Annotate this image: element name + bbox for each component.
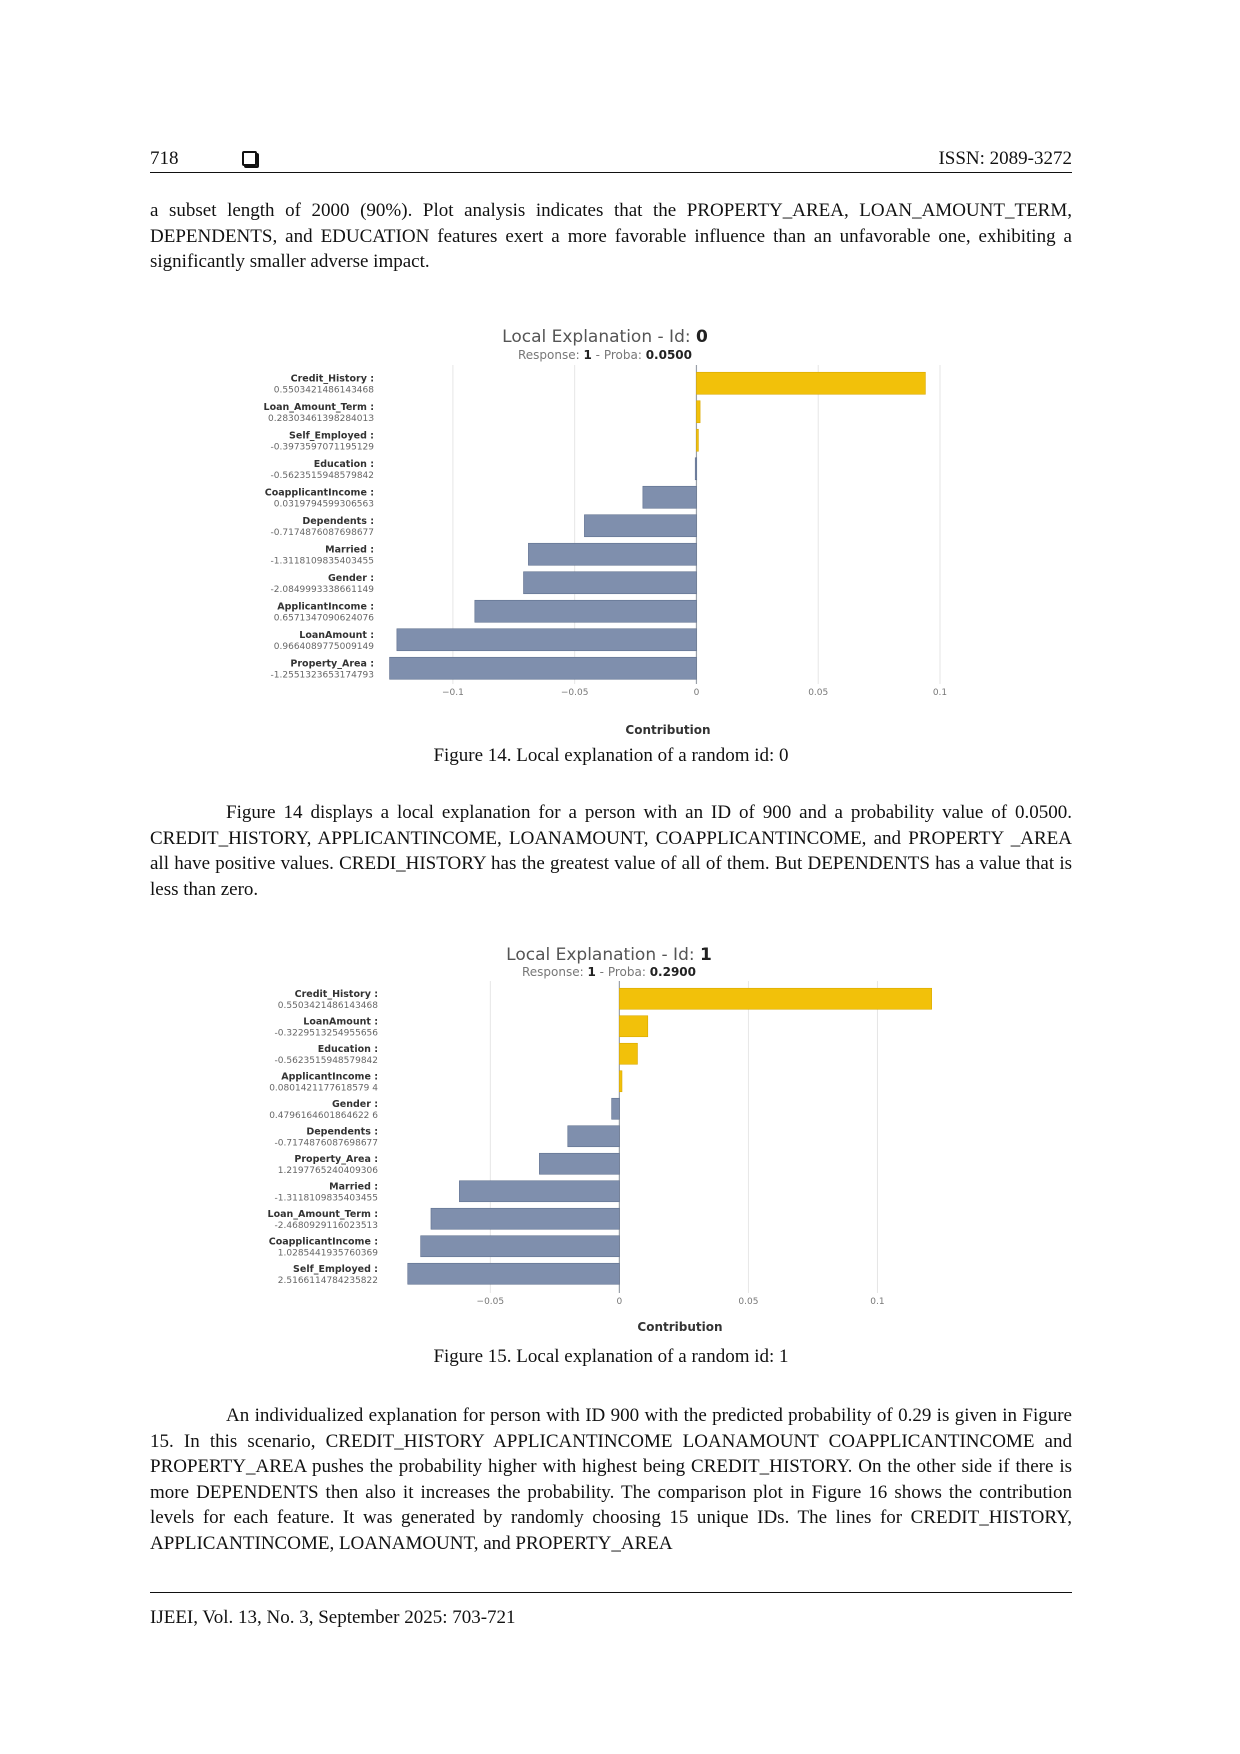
- feature-value-label: -0.7174876087698677: [271, 528, 374, 538]
- feature-value-label: -1.2551323653174793: [271, 670, 374, 680]
- chart-subtitle: Response: 1 - Proba: 0.2900: [522, 965, 696, 979]
- feature-label: CoapplicantIncome :: [265, 487, 374, 498]
- feature-value-label: 0.0801421177618579 4: [269, 1083, 378, 1093]
- bar: [389, 656, 697, 680]
- feature-label: ApplicantIncome :: [277, 601, 374, 612]
- feature-label: Gender :: [332, 1099, 378, 1110]
- feature-label: Dependents :: [306, 1126, 378, 1137]
- feature-value-label: 0.2830346139828401З: [268, 414, 374, 424]
- feature-value-label: 0.9664089775009149: [274, 642, 374, 652]
- paragraph-2: Figure 14 displays a local explanation f…: [150, 802, 1072, 900]
- feature-label: Loan_Amount_Term :: [264, 402, 374, 413]
- bar: [474, 599, 697, 623]
- feature-value-label: -2.0849993338661149: [271, 585, 375, 595]
- feature-value-label: -0.5623515948579842: [275, 1056, 378, 1066]
- feature-label: ApplicantIncome :: [281, 1071, 378, 1082]
- feature-value-label: 0.5503421486143468: [278, 1001, 378, 1011]
- feature-label: Loan_Amount_Term :: [268, 1209, 378, 1220]
- feature-label: Self_Employed :: [293, 1264, 378, 1275]
- header-rule: [150, 172, 1072, 173]
- bar: [696, 428, 699, 452]
- footer-rule: [150, 1592, 1072, 1593]
- feature-value-label: 0.5503421486143468: [274, 385, 374, 395]
- feature-label: Credit_History :: [291, 373, 374, 384]
- feature-value-label: 1.0285441935760369: [278, 1248, 378, 1258]
- feature-label: Gender :: [328, 573, 374, 584]
- feature-value-label: -1.3118109835403455: [271, 556, 374, 566]
- bar: [694, 457, 698, 481]
- bar: [407, 1262, 620, 1285]
- page-footer: IJEEI, Vol. 13, No. 3, September 2025: 7…: [150, 1607, 516, 1628]
- feature-value-label: 0.4796164601864622 6: [269, 1111, 378, 1121]
- page-number: 718: [150, 148, 179, 169]
- paragraph-1: a subset length of 2000 (90%). Plot anal…: [150, 200, 1072, 272]
- feature-label: Self_Employed :: [289, 430, 374, 441]
- bar: [696, 400, 701, 424]
- bar: [619, 1042, 638, 1065]
- bar: [528, 542, 697, 566]
- x-tick-label: −0.1: [442, 688, 464, 698]
- x-tick-label: 0: [694, 688, 700, 698]
- bar: [619, 987, 932, 1010]
- bar: [396, 628, 697, 652]
- feature-label: Education :: [314, 459, 374, 470]
- bar: [584, 514, 697, 538]
- feature-value-label: -1.3118109835403455: [275, 1193, 378, 1203]
- x-tick-label: −0.05: [561, 688, 589, 698]
- bar: [430, 1207, 620, 1230]
- x-tick-label: 0.1: [933, 688, 947, 698]
- feature-label: Dependents :: [302, 516, 374, 527]
- x-tick-label: 0.1: [870, 1297, 884, 1307]
- chart-subtitle: Response: 1 - Proba: 0.0500: [518, 348, 692, 362]
- issn: ISSN: 2089-3272: [938, 148, 1072, 169]
- chart-title: Local Explanation - Id: 1: [506, 945, 712, 965]
- bar: [619, 1070, 623, 1093]
- feature-value-label: 0.6571347090624076: [274, 613, 374, 623]
- paragraph-3: An individualized explanation for person…: [150, 1405, 1072, 1554]
- bar: [696, 371, 926, 395]
- feature-label: Married :: [325, 544, 374, 555]
- x-tick-label: −0.05: [477, 1297, 505, 1307]
- bar: [567, 1125, 620, 1148]
- bar: [420, 1235, 620, 1258]
- feature-label: CoapplicantIncome :: [269, 1236, 378, 1247]
- feature-label: LoanAmount :: [303, 1016, 378, 1027]
- feature-value-label: 2.5166114784235822: [278, 1276, 378, 1286]
- feature-value-label: 1.2197765240409306: [278, 1166, 378, 1176]
- feature-label: Credit_History :: [295, 989, 378, 1000]
- feature-label: Education :: [318, 1044, 378, 1055]
- bar: [642, 485, 697, 509]
- bar: [619, 1015, 649, 1038]
- bar: [611, 1097, 620, 1120]
- bar: [539, 1152, 620, 1175]
- feature-value-label: -2.4680929116023513: [275, 1221, 378, 1231]
- feature-label: Property_Area :: [290, 658, 374, 669]
- figure-14-chart: Local Explanation - Id: 0 Response: 1 - …: [264, 327, 948, 737]
- chart-title: Local Explanation - Id: 0: [502, 327, 708, 347]
- x-tick-label: 0.05: [738, 1297, 758, 1307]
- feature-value-label: -0.3229513254955656: [275, 1028, 379, 1038]
- x-axis-label: Contribution: [637, 1320, 722, 1334]
- feature-value-label: 0.0319794599306563: [274, 499, 374, 509]
- x-tick-label: 0.05: [808, 688, 828, 698]
- feature-label: LoanAmount :: [299, 630, 374, 641]
- figure-14-caption: Figure 14. Local explanation of a random…: [433, 745, 789, 766]
- feature-value-label: -0.3973597071195129: [271, 442, 375, 452]
- x-axis-label: Contribution: [625, 723, 710, 737]
- feature-label: Property_Area :: [294, 1154, 378, 1165]
- feature-label: Married :: [329, 1181, 378, 1192]
- x-tick-label: 0: [617, 1297, 623, 1307]
- bar: [523, 571, 697, 595]
- figure-15-caption: Figure 15. Local explanation of a random…: [433, 1346, 789, 1367]
- feature-value-label: -0.7174876087698677: [275, 1138, 378, 1148]
- page-header: 718 ISSN: 2089-3272: [150, 148, 1072, 174]
- box-icon: [242, 151, 257, 166]
- feature-value-label: -0.5623515948579842: [271, 471, 374, 481]
- bar: [459, 1180, 620, 1203]
- figure-15-chart: Local Explanation - Id: 1 Response: 1 - …: [268, 945, 932, 1334]
